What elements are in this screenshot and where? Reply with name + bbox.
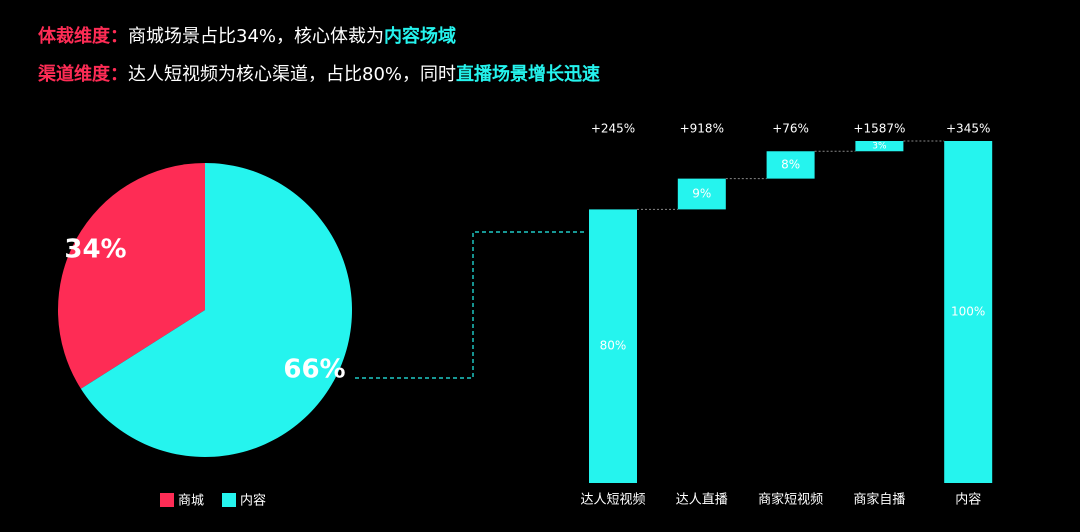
bar [589, 209, 637, 483]
line-text: 商城场景占比34%，核心体裁为 [128, 26, 385, 47]
x-tick-label: 达人直播 [676, 493, 728, 508]
legend-swatch [222, 493, 236, 507]
pie-slice [80, 163, 353, 458]
legend-label: 内容 [240, 493, 266, 509]
pie-slice [58, 163, 205, 389]
x-tick-label: 内容 [955, 492, 981, 508]
line-text: 达人短视频为核心渠道，占比80%，同时 [128, 64, 457, 85]
connector [355, 231, 587, 379]
x-tick-label: 商家短视频 [758, 492, 823, 508]
growth-label: +1587% [853, 122, 905, 136]
x-tick-label: 商家自播 [853, 492, 905, 508]
slice-label: 66% [283, 355, 345, 385]
x-tick-label: 达人短视频 [580, 493, 645, 508]
bar [855, 141, 904, 152]
value-label: 80% [600, 339, 627, 353]
growth-label: +345% [946, 122, 990, 136]
legend-swatch [160, 493, 174, 507]
bar [677, 178, 726, 210]
growth-label: +245% [591, 122, 635, 136]
value-label: 8% [781, 157, 800, 171]
value-label: 100% [951, 305, 985, 319]
growth-label: +76% [772, 122, 809, 136]
line-highlight: 内容场域 [384, 26, 457, 47]
line-highlight: 直播场景增长迅速 [456, 64, 601, 85]
value-label: 3% [872, 142, 887, 152]
legend-label: 商城 [178, 494, 204, 509]
line-label: 体裁维度： [38, 26, 128, 47]
growth-label: +918% [680, 122, 724, 136]
slice-label: 34% [64, 234, 126, 264]
value-label: 9% [692, 187, 711, 201]
bar [944, 141, 993, 483]
line-label: 渠道维度： [38, 64, 128, 85]
header-line: 体裁维度：商城场景占比34%，核心体裁为内容场域 [38, 22, 456, 48]
bar [766, 151, 815, 179]
header-line: 渠道维度：达人短视频为核心渠道，占比80%，同时直播场景增长迅速 [38, 60, 600, 86]
